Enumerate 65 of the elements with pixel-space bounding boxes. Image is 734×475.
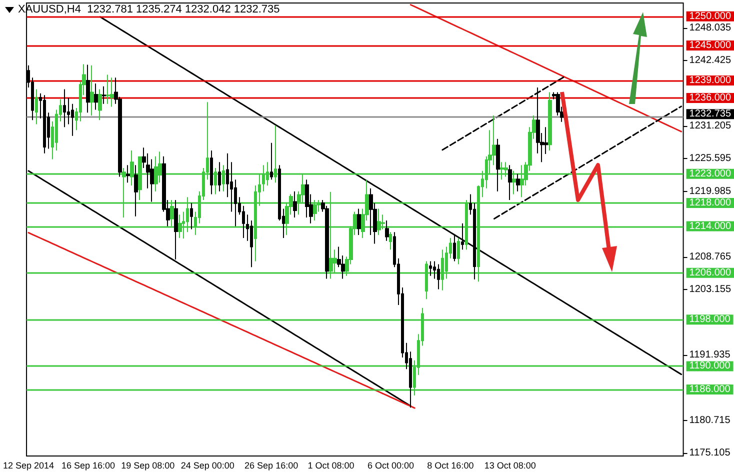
candlestick [429,260,432,276]
x-tick-label: 12 Sep 2014 [2,460,54,470]
candlestick [508,164,512,201]
candlestick [496,138,500,192]
candlestick [174,200,178,260]
candlestick [270,142,273,180]
x-tick-label: 19 Sep 08:00 [121,460,175,470]
candlestick [389,232,392,250]
candlestick [293,190,297,218]
ref-line-label: 1239.000 [689,75,732,86]
y-tick-label: 1191.935 [689,349,731,360]
y-tick-label: 1175.105 [689,448,731,459]
ref-line-label: 1218.000 [689,197,732,208]
candlestick [385,220,389,242]
y-tick-label: 1180.715 [689,414,731,426]
y-tick-label: 1242.425 [689,55,732,66]
candlestick [190,202,193,230]
x-tick-label: 1 Oct 08:00 [308,460,354,470]
ref-line-label: 1236.000 [689,92,732,104]
y-tick-label: 1225.595 [689,153,732,164]
ref-line-label: 1223.000 [689,168,732,180]
y-tick-label: 1219.985 [689,186,732,197]
candlestick [548,92,552,151]
candlestick [210,150,213,195]
candlestick [43,94,46,154]
ref-line-label: 1186.000 [689,384,731,396]
candlestick [63,88,66,128]
x-tick-label: 26 Sep 16:00 [244,460,298,470]
candlestick [110,77,114,108]
x-tick-label: 16 Sep 16:00 [61,460,115,470]
candlestick [154,156,158,192]
line-series [28,232,416,409]
ref-line-label: 1190.000 [689,360,731,372]
x-tick-label: 6 Oct 00:00 [367,460,414,470]
y-tick-label: 1208.765 [689,251,732,262]
ref-line-label: 1206.000 [689,267,732,278]
y-tick-label: 1248.035 [689,22,732,34]
x-tick-label: 13 Oct 08:00 [484,460,536,470]
ref-line-label: 1232.735 [689,108,732,120]
y-tick-label: 1231.205 [689,120,732,132]
candlestick [457,237,460,265]
x-tick-label: 24 Sep 00:00 [180,460,234,470]
line-series [442,75,567,151]
y-tick-label: 1203.155 [689,284,732,296]
ref-line-label: 1198.000 [689,314,731,326]
candlestick [106,74,110,104]
candlestick [126,164,130,184]
candlestick [437,264,440,290]
candlestick [90,64,94,116]
candlestick [98,88,102,121]
x-tick-label: 8 Oct 16:00 [427,460,474,470]
line-series [410,4,682,132]
candlestick [35,88,38,125]
candlestick [218,162,221,192]
candlestick [134,164,138,217]
ref-line-label: 1214.000 [689,220,732,232]
candlestick [102,86,106,104]
candlestick [94,82,98,110]
candlestick [461,222,464,250]
ref-line-label: 1245.000 [689,40,732,52]
candlestick [516,173,520,192]
ref-line-label: 1250.000 [689,10,732,22]
candlestick [453,234,456,262]
candlestick [86,64,90,114]
candlestick [357,208,361,236]
